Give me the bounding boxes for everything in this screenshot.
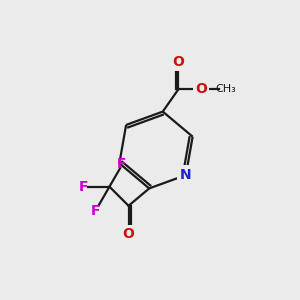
Text: CH₃: CH₃: [215, 85, 236, 94]
Text: F: F: [91, 204, 100, 218]
Text: O: O: [172, 55, 184, 69]
Text: N: N: [180, 168, 192, 182]
Text: F: F: [117, 158, 127, 171]
Text: O: O: [195, 82, 207, 97]
Text: F: F: [79, 180, 88, 194]
Text: O: O: [123, 227, 134, 241]
